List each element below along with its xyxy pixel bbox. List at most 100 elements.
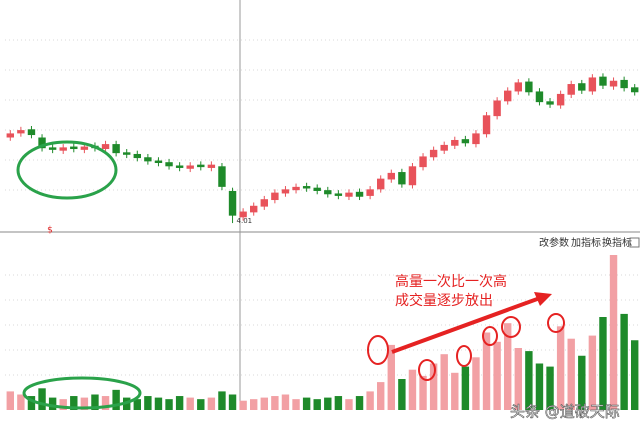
volume-bar: [70, 396, 78, 410]
volume-bar: [239, 400, 247, 410]
candle-body: [387, 172, 395, 180]
volume-bar: [165, 399, 173, 410]
volume-bar: [620, 313, 628, 410]
close-button[interactable]: [629, 237, 640, 248]
volume-bar: [546, 366, 554, 410]
candle-body: [292, 186, 300, 191]
volume-bar: [514, 348, 522, 410]
volume-bar: [482, 332, 491, 410]
volume-bar: [504, 323, 512, 410]
toolbar-button[interactable]: 换指标: [602, 236, 632, 249]
highlight-circle: [547, 313, 565, 333]
candle-body: [631, 87, 639, 93]
candle-body: [556, 93, 565, 106]
volume-bar: [218, 391, 226, 410]
highlight-circle: [482, 326, 498, 346]
candle-body: [175, 165, 184, 168]
volume-bar: [588, 335, 597, 410]
volume-bar: [398, 379, 406, 410]
candle-body: [197, 164, 205, 168]
toolbar: 改参数 加指标 换指标: [539, 236, 640, 249]
candle-body: [578, 83, 586, 91]
candle-body: [355, 191, 364, 197]
toolbar-button[interactable]: 加指标: [571, 236, 601, 249]
candle-body: [239, 211, 247, 218]
candle-body: [144, 157, 152, 162]
volume-bar: [556, 326, 565, 410]
annotation: 成交量逐步放出: [395, 292, 493, 309]
volume-bar: [419, 375, 427, 410]
candle-body: [567, 84, 575, 95]
volume-bar: [535, 363, 544, 410]
volume-bar: [59, 399, 67, 410]
candle-body: [154, 160, 163, 164]
volume-bar: [154, 397, 163, 410]
highlight-circle: [418, 359, 436, 381]
candle-body: [59, 147, 67, 151]
volume-bar: [48, 397, 57, 410]
candle-body: [546, 101, 554, 105]
candle-body: [366, 189, 374, 196]
highlight-circle: [456, 345, 472, 367]
candle-body: [38, 137, 46, 149]
candle-body: [588, 77, 597, 92]
candle-body: [101, 144, 110, 150]
candle-body: [218, 166, 226, 187]
arrow-head: [534, 292, 552, 306]
candle-body: [271, 192, 279, 201]
candle-body: [302, 186, 311, 189]
volume-bar: [355, 396, 364, 410]
candle-body: [429, 149, 438, 158]
marker: $: [47, 226, 53, 236]
candle-body: [525, 81, 533, 93]
grid: [0, 0, 640, 410]
candle-body: [345, 192, 353, 197]
volume-bar: [334, 396, 343, 410]
arrow: [391, 296, 541, 354]
candle-body: [599, 76, 607, 86]
highlight-ellipse: [22, 376, 142, 410]
candle-body: [535, 91, 544, 103]
volume-bar: [38, 388, 46, 410]
candle-body: [461, 139, 470, 144]
candle-body: [472, 133, 480, 145]
candle-body: [250, 205, 258, 213]
candle-body: [493, 100, 501, 117]
toolbar-button[interactable]: 改参数: [539, 236, 569, 249]
candle-body: [207, 164, 216, 168]
highlight-circle: [501, 316, 521, 338]
volume-bar: [429, 363, 438, 410]
volume-bar: [461, 366, 470, 410]
volume-bar: [27, 396, 36, 410]
annotation-shapes: [16, 140, 565, 410]
candle-body: [27, 129, 36, 136]
volume-bar: [631, 340, 639, 410]
volume-bar: [302, 397, 311, 410]
candle-body: [165, 162, 173, 167]
volume-bar: [493, 341, 501, 410]
volume-bar: [472, 357, 480, 410]
volume-bar: [144, 396, 152, 410]
volume-bar: [175, 396, 184, 410]
volume-bar: [578, 355, 586, 410]
candle-body: [620, 79, 628, 89]
volume-bar: [345, 399, 353, 410]
volume-bar: [197, 399, 205, 410]
candle-body: [419, 156, 427, 168]
volume-bar: [133, 399, 141, 410]
highlight-ellipse: [16, 140, 118, 200]
volume-bar: [366, 391, 374, 410]
volume-bar: [567, 338, 575, 410]
price-panel: [6, 73, 639, 224]
volume-bar: [292, 399, 300, 410]
volume-bar: [377, 382, 385, 410]
candle-body: [6, 133, 14, 138]
annotation: 高量一次比一次高: [395, 273, 507, 290]
volume-bar: [451, 372, 459, 410]
volume-bar: [6, 391, 14, 410]
volume-bar: [609, 255, 618, 410]
candle-body: [609, 80, 618, 87]
volume-bar: [101, 396, 110, 410]
volume-bar: [408, 369, 417, 410]
volume-bar: [228, 394, 237, 410]
